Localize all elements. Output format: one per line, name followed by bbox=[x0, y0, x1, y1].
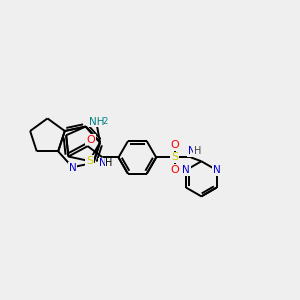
Text: N: N bbox=[182, 165, 190, 175]
Text: 2: 2 bbox=[103, 117, 108, 126]
Text: H: H bbox=[194, 146, 201, 157]
Text: N: N bbox=[69, 163, 76, 173]
Text: S: S bbox=[171, 152, 178, 162]
Text: N: N bbox=[213, 165, 220, 175]
Text: S: S bbox=[86, 156, 93, 166]
Text: O: O bbox=[170, 140, 179, 150]
Text: O: O bbox=[86, 135, 95, 145]
Text: N: N bbox=[188, 146, 195, 157]
Text: N: N bbox=[99, 158, 107, 168]
Text: H: H bbox=[105, 158, 113, 168]
Text: O: O bbox=[170, 165, 179, 175]
Text: NH: NH bbox=[89, 117, 105, 127]
